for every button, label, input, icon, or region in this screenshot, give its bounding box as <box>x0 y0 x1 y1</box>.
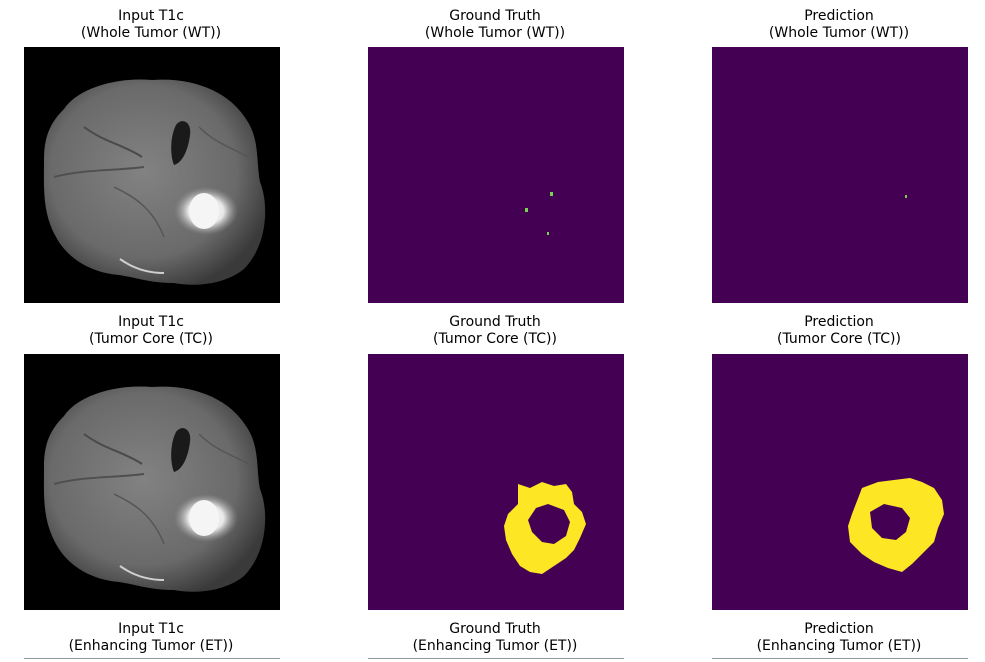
prediction-mask-tc <box>712 354 968 610</box>
title-groundtruth-et: Ground Truth (Enhancing Tumor (ET)) <box>345 621 645 655</box>
prediction-mask-et <box>712 658 968 662</box>
panel-heading: Input T1c <box>118 314 184 330</box>
panel-heading: Prediction <box>804 8 874 24</box>
panel-subheading: (Tumor Core (TC)) <box>89 331 213 347</box>
panel-subheading: (Tumor Core (TC)) <box>777 331 901 347</box>
panel-heading: Ground Truth <box>449 8 541 24</box>
title-input-tc: Input T1c (Tumor Core (TC)) <box>1 314 301 348</box>
title-prediction-wt: Prediction (Whole Tumor (WT)) <box>689 8 985 42</box>
title-prediction-et: Prediction (Enhancing Tumor (ET)) <box>689 621 985 655</box>
panel-subheading: (Enhancing Tumor (ET)) <box>756 638 922 654</box>
title-groundtruth-wt: Ground Truth (Whole Tumor (WT)) <box>345 8 645 42</box>
input-image-tc <box>24 354 280 610</box>
panel-heading: Prediction <box>804 621 874 637</box>
title-input-wt: Input T1c (Whole Tumor (WT)) <box>1 8 301 42</box>
panel-heading: Ground Truth <box>449 621 541 637</box>
groundtruth-mask-et <box>368 658 624 662</box>
input-image-et <box>24 658 280 662</box>
panel-heading: Input T1c <box>118 621 184 637</box>
panel-subheading: (Tumor Core (TC)) <box>433 331 557 347</box>
panel-subheading: (Whole Tumor (WT)) <box>768 25 910 41</box>
panel-subheading: (Whole Tumor (WT)) <box>80 25 222 41</box>
groundtruth-mask-tc <box>368 354 624 610</box>
title-prediction-tc: Prediction (Tumor Core (TC)) <box>689 314 985 348</box>
prediction-mask-wt <box>712 47 968 303</box>
panel-heading: Ground Truth <box>449 314 541 330</box>
input-image-wt <box>24 47 280 303</box>
title-input-et: Input T1c (Enhancing Tumor (ET)) <box>1 621 301 655</box>
panel-subheading: (Whole Tumor (WT)) <box>424 25 566 41</box>
panel-subheading: (Enhancing Tumor (ET)) <box>68 638 234 654</box>
panel-heading: Prediction <box>804 314 874 330</box>
panel-heading: Input T1c <box>118 8 184 24</box>
groundtruth-mask-wt <box>368 47 624 303</box>
title-groundtruth-tc: Ground Truth (Tumor Core (TC)) <box>345 314 645 348</box>
panel-subheading: (Enhancing Tumor (ET)) <box>412 638 578 654</box>
